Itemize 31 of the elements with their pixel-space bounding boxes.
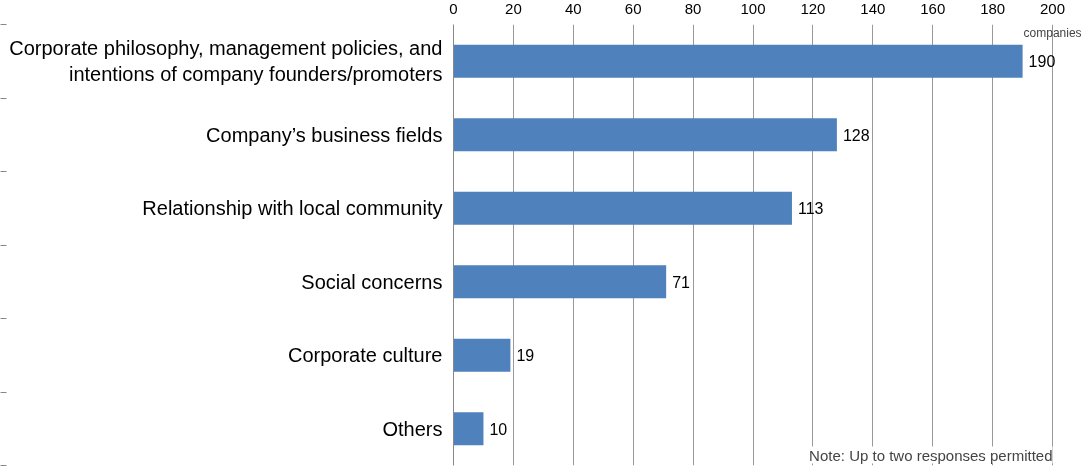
x-tick-label: 0 [449,0,458,17]
x-tick-label: 200 [1040,0,1066,17]
bar [453,118,837,152]
x-tick-label: 140 [860,0,886,17]
x-tick-label: 60 [624,0,642,17]
data-label: 190 [1028,53,1056,71]
y-tick-label: Relationship with local community [142,197,443,220]
y-tick-label: Corporate culture [287,344,443,367]
bar [453,191,792,225]
x-tick-label: 160 [920,0,946,17]
data-label: 19 [516,347,535,365]
bar [453,265,667,299]
y-tick-label: Company’s business fields [206,123,443,146]
x-tick-label: 180 [980,0,1006,17]
y-tick-label: Corporate philosophy, management policies, and intentions of company founders/promoters [9,37,443,86]
x-tick-label: 100 [740,0,766,17]
bar [453,44,1023,78]
x-tick-label: 80 [684,0,702,17]
x-tick-label: 40 [564,0,582,17]
x-tick-label: 120 [800,0,826,17]
x-tick-label: 20 [505,0,522,17]
y-tick-label: Others [382,417,443,440]
data-label: 10 [489,420,508,438]
annotation: Note: Up to two responses permitted [809,446,1053,464]
data-label: 71 [672,273,691,291]
bar [453,338,511,372]
data-label: 128 [842,126,870,144]
x-axis-title: companies [1023,25,1082,40]
bar [453,412,484,446]
y-tick-label: Social concerns [301,270,443,293]
data-label: 113 [797,200,824,218]
